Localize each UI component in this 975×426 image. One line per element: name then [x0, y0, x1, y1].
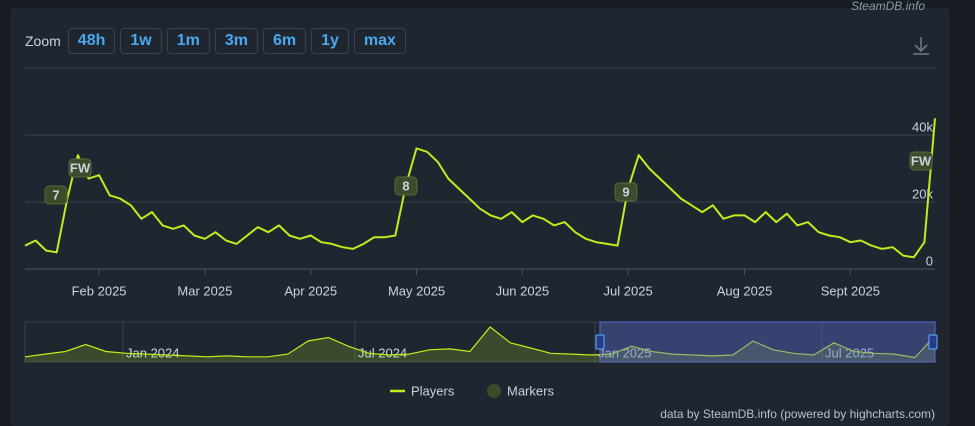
- zoom-button[interactable]: 1y: [311, 28, 349, 54]
- marker-box: [68, 158, 92, 178]
- marker-label: FW: [911, 153, 932, 168]
- marker-label: FW: [70, 160, 91, 175]
- zoom-toolbar: Zoom 48h 1w 1m 3m 6m 1y max: [25, 28, 406, 54]
- y-tick-label: 0: [926, 253, 933, 268]
- marker-box: [44, 185, 68, 205]
- marker-box: [909, 151, 933, 171]
- navigator-label: Jan 2024: [126, 345, 180, 360]
- zoom-button[interactable]: 48h: [67, 28, 116, 54]
- x-tick-label: Jun 2025: [496, 283, 550, 298]
- y-tick-label: 20k: [912, 186, 933, 201]
- x-tick-label: Sept 2025: [821, 283, 880, 298]
- navigator-handle[interactable]: [928, 334, 938, 350]
- x-tick-label: Aug 2025: [717, 283, 773, 298]
- x-tick-label: Jul 2025: [604, 283, 653, 298]
- marker-label: 7: [52, 187, 59, 202]
- zoom-button[interactable]: max: [353, 28, 406, 54]
- marker-box: [614, 182, 638, 202]
- legend-symbol: [487, 384, 501, 398]
- marker-box: [394, 176, 418, 196]
- zoom-button[interactable]: 1w: [120, 28, 162, 54]
- marker-flag: 8: [394, 176, 418, 196]
- legend-label: Players: [411, 383, 455, 398]
- zoom-label: Zoom: [25, 33, 61, 49]
- marker-label: 9: [622, 184, 629, 199]
- marker-label: 8: [402, 178, 409, 193]
- navigator-label: Jan 2025: [598, 345, 652, 360]
- x-tick-label: Apr 2025: [284, 283, 337, 298]
- x-tick-label: Mar 2025: [177, 283, 232, 298]
- series-line: [24, 118, 936, 259]
- navigator-selection: [599, 321, 936, 363]
- marker-flag: 9: [614, 182, 638, 202]
- navigator-line: [24, 326, 936, 359]
- y-tick-label: 40k: [912, 119, 933, 134]
- brand: SteamDB.info: [850, 0, 925, 13]
- legend-label: Markers: [507, 383, 554, 398]
- navigator-label: Jul 2024: [358, 345, 407, 360]
- marker-flag: FW: [909, 151, 933, 171]
- zoom-button[interactable]: 3m: [214, 28, 258, 54]
- marker-flag: 7: [44, 185, 68, 205]
- x-tick-label: Feb 2025: [72, 283, 127, 298]
- credits: data by SteamDB.info (powered by highcha…: [660, 407, 935, 421]
- navigator-handle[interactable]: [595, 334, 605, 350]
- marker-flag: FW: [68, 158, 92, 178]
- zoom-button[interactable]: 6m: [262, 28, 307, 54]
- download-icon[interactable]: [913, 37, 929, 55]
- zoom-button[interactable]: 1m: [166, 28, 210, 54]
- x-tick-label: May 2025: [388, 283, 445, 298]
- navigator-area: [25, 327, 935, 362]
- navigator-label: Jul 2025: [825, 345, 874, 360]
